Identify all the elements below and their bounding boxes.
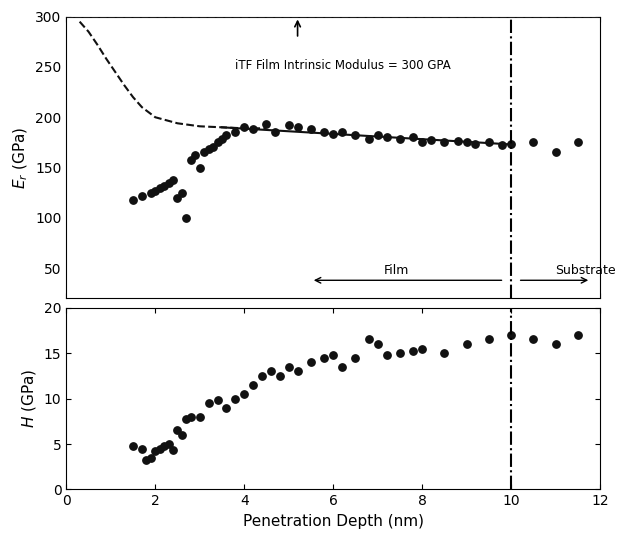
Point	[195, 163, 205, 172]
Point	[239, 123, 249, 132]
Point	[239, 390, 249, 399]
Point	[186, 413, 196, 421]
Point	[217, 135, 227, 144]
Point	[204, 145, 214, 154]
Point	[155, 184, 165, 192]
Point	[159, 181, 169, 190]
Point	[257, 372, 267, 380]
Point	[484, 335, 494, 344]
Point	[248, 381, 258, 389]
Point	[195, 413, 205, 421]
Point	[172, 426, 182, 435]
Point	[319, 353, 329, 362]
Point	[550, 340, 560, 348]
Point	[150, 186, 160, 195]
Point	[146, 188, 156, 197]
Point	[128, 195, 138, 204]
Point	[337, 128, 347, 137]
Point	[150, 447, 160, 456]
Point	[382, 133, 392, 141]
Point	[181, 414, 191, 423]
Point	[177, 430, 187, 439]
Y-axis label: $E_r$ (GPa): $E_r$ (GPa)	[11, 126, 30, 188]
Point	[204, 399, 214, 408]
Point	[306, 125, 316, 133]
Point	[497, 141, 507, 150]
Point	[266, 367, 276, 376]
Point	[573, 330, 583, 339]
Point	[439, 349, 449, 357]
Point	[395, 135, 405, 144]
Point	[172, 193, 182, 202]
Point	[199, 148, 209, 157]
Point	[408, 133, 418, 141]
Point	[408, 347, 418, 356]
Point	[230, 394, 240, 403]
Point	[372, 340, 382, 348]
Text: Film: Film	[384, 264, 409, 277]
Point	[319, 128, 329, 137]
Point	[363, 135, 374, 144]
Point	[471, 140, 481, 149]
Point	[274, 372, 285, 380]
Point	[484, 138, 494, 147]
Point	[186, 155, 196, 164]
Point	[550, 148, 560, 157]
Point	[417, 138, 427, 147]
X-axis label: Penetration Depth (nm): Penetration Depth (nm)	[243, 514, 423, 529]
Point	[163, 440, 174, 448]
Text: iTF Film Intrinsic Modulus = 300 GPA: iTF Film Intrinsic Modulus = 300 GPA	[235, 59, 451, 72]
Point	[452, 137, 463, 146]
Point	[506, 330, 516, 339]
Point	[350, 353, 360, 362]
Point	[146, 454, 156, 462]
Point	[208, 143, 218, 152]
Point	[372, 131, 382, 140]
Point	[284, 362, 294, 371]
Text: Substrate: Substrate	[555, 264, 616, 277]
Point	[190, 151, 200, 160]
Point	[159, 442, 169, 450]
Point	[293, 367, 303, 376]
Point	[168, 446, 178, 455]
Point	[461, 340, 471, 348]
Point	[395, 349, 405, 357]
Point	[137, 444, 147, 453]
Point	[328, 130, 338, 139]
Point	[337, 362, 347, 371]
Point	[177, 188, 187, 197]
Point	[528, 335, 538, 344]
Point	[270, 128, 280, 137]
Point	[417, 345, 427, 353]
Point	[426, 136, 436, 145]
Point	[137, 191, 147, 200]
Point	[128, 442, 138, 450]
Point	[213, 396, 223, 404]
Point	[155, 444, 165, 453]
Point	[328, 350, 338, 359]
Point	[293, 123, 303, 132]
Point	[221, 131, 232, 140]
Point	[306, 358, 316, 367]
Point	[213, 138, 223, 147]
Point	[230, 128, 240, 137]
Point	[163, 178, 174, 187]
Point	[248, 125, 258, 133]
Point	[363, 335, 374, 344]
Point	[261, 120, 271, 129]
Point	[506, 140, 516, 149]
Point	[461, 138, 471, 147]
Point	[573, 138, 583, 147]
Point	[439, 138, 449, 147]
Y-axis label: $H$ (GPa): $H$ (GPa)	[20, 369, 38, 428]
Point	[181, 213, 191, 222]
Point	[528, 138, 538, 147]
Point	[284, 121, 294, 130]
Point	[168, 176, 178, 184]
Point	[382, 350, 392, 359]
Point	[221, 403, 232, 412]
Point	[141, 456, 151, 465]
Point	[350, 131, 360, 140]
